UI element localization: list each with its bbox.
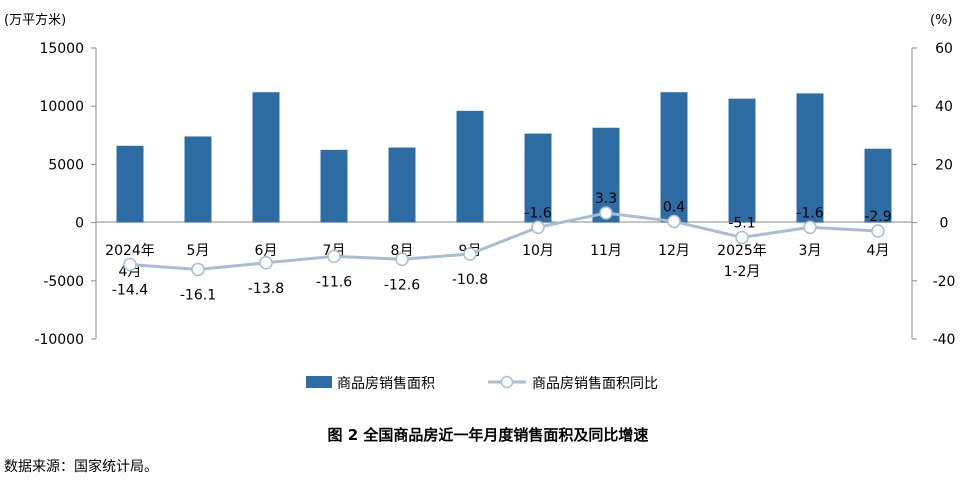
left-tick-label: 15000 [39, 41, 84, 57]
left-axis-unit: (万平方米) [4, 12, 66, 28]
line-point [599, 206, 613, 220]
line-data-label: -14.4 [112, 283, 148, 299]
line-data-label: 3.3 [595, 191, 617, 207]
right-tick-label: -20 [933, 274, 956, 290]
bar [728, 98, 756, 223]
right-tick-label: 60 [935, 41, 953, 57]
legend-line-label: 商品房销售面积同比 [532, 376, 658, 392]
left-axis-ticks: 15000 10000 5000 0 -5000 -10000 [34, 41, 96, 348]
line-point [667, 214, 681, 229]
line-data-label: -12.6 [384, 277, 420, 293]
line-data-label: -13.8 [248, 281, 284, 297]
line-data-label: -16.1 [180, 287, 216, 303]
bar-series [116, 92, 892, 223]
category-label: 5月 [187, 243, 210, 259]
source-note: 数据来源：国家统计局。 [4, 459, 158, 475]
bar [864, 148, 892, 223]
category-label: 6月 [255, 243, 278, 259]
line-path [129, 211, 879, 271]
legend: 商品房销售面积 商品房销售面积同比 [306, 375, 658, 392]
line-point [803, 220, 817, 235]
category-label: 4月 [867, 243, 890, 259]
bar [116, 145, 144, 223]
line-data-label: -5.1 [728, 215, 755, 231]
line-data-label: 0.4 [663, 199, 685, 215]
left-tick-label: 10000 [39, 99, 84, 115]
left-tick-label: 0 [75, 216, 84, 232]
line-data-label: -10.8 [452, 272, 488, 288]
right-axis-ticks: 60 40 20 0 -20 -40 [912, 41, 955, 348]
bar [388, 147, 416, 223]
bar [660, 92, 688, 223]
right-tick-label: -40 [933, 332, 956, 348]
bar [184, 136, 212, 223]
line-point [191, 262, 205, 277]
line-series: -14.4 -16.1 -13.8 -11.6 -12.6 -10.8 -1.6 3.3 0.4… [112, 191, 892, 303]
line-point [463, 247, 477, 261]
left-tick-label: 5000 [48, 157, 84, 173]
bar [252, 92, 280, 223]
category-label: 11月 [590, 243, 622, 259]
left-tick-label: -5000 [43, 274, 84, 290]
right-tick-label: 0 [940, 216, 949, 232]
line-point [871, 224, 885, 238]
legend-line-marker [500, 375, 514, 389]
right-tick-label: 20 [935, 157, 953, 173]
line-point [123, 257, 137, 272]
line-point [327, 249, 341, 264]
right-tick-label: 40 [935, 99, 953, 115]
legend-bar-label: 商品房销售面积 [337, 376, 435, 392]
bar [320, 149, 348, 223]
bar [796, 93, 824, 223]
left-axis: 15000 10000 5000 0 -5000 -10000 (万平方米) [4, 12, 97, 348]
line-point [735, 230, 749, 245]
line-point [531, 220, 545, 235]
line-data-label: -1.6 [524, 205, 551, 221]
category-label: 8月 [391, 243, 414, 259]
combo-chart: 15000 10000 5000 0 -5000 -10000 (万平方米) 60 40 20… [4, 12, 955, 392]
right-axis-unit: (%) [930, 13, 953, 28]
line-data-label: -1.6 [796, 205, 823, 221]
legend-bar-swatch [306, 376, 332, 388]
category-label: 2025年 1-2月 [717, 243, 767, 280]
category-label: 10月 [522, 243, 554, 259]
category-label: 12月 [658, 243, 690, 259]
right-axis: 60 40 20 0 -20 -40 (%) [911, 13, 955, 348]
chart-caption: 图 2 全国商品房近一年月度销售面积及同比增速 [327, 426, 649, 444]
line-point [259, 256, 273, 270]
line-data-label: -11.6 [316, 274, 352, 290]
line-point [395, 252, 409, 267]
category-label: 3月 [799, 243, 822, 259]
line-data-label: -2.9 [864, 209, 891, 225]
bar [524, 133, 552, 223]
bar [456, 110, 484, 223]
left-tick-label: -10000 [34, 332, 84, 348]
